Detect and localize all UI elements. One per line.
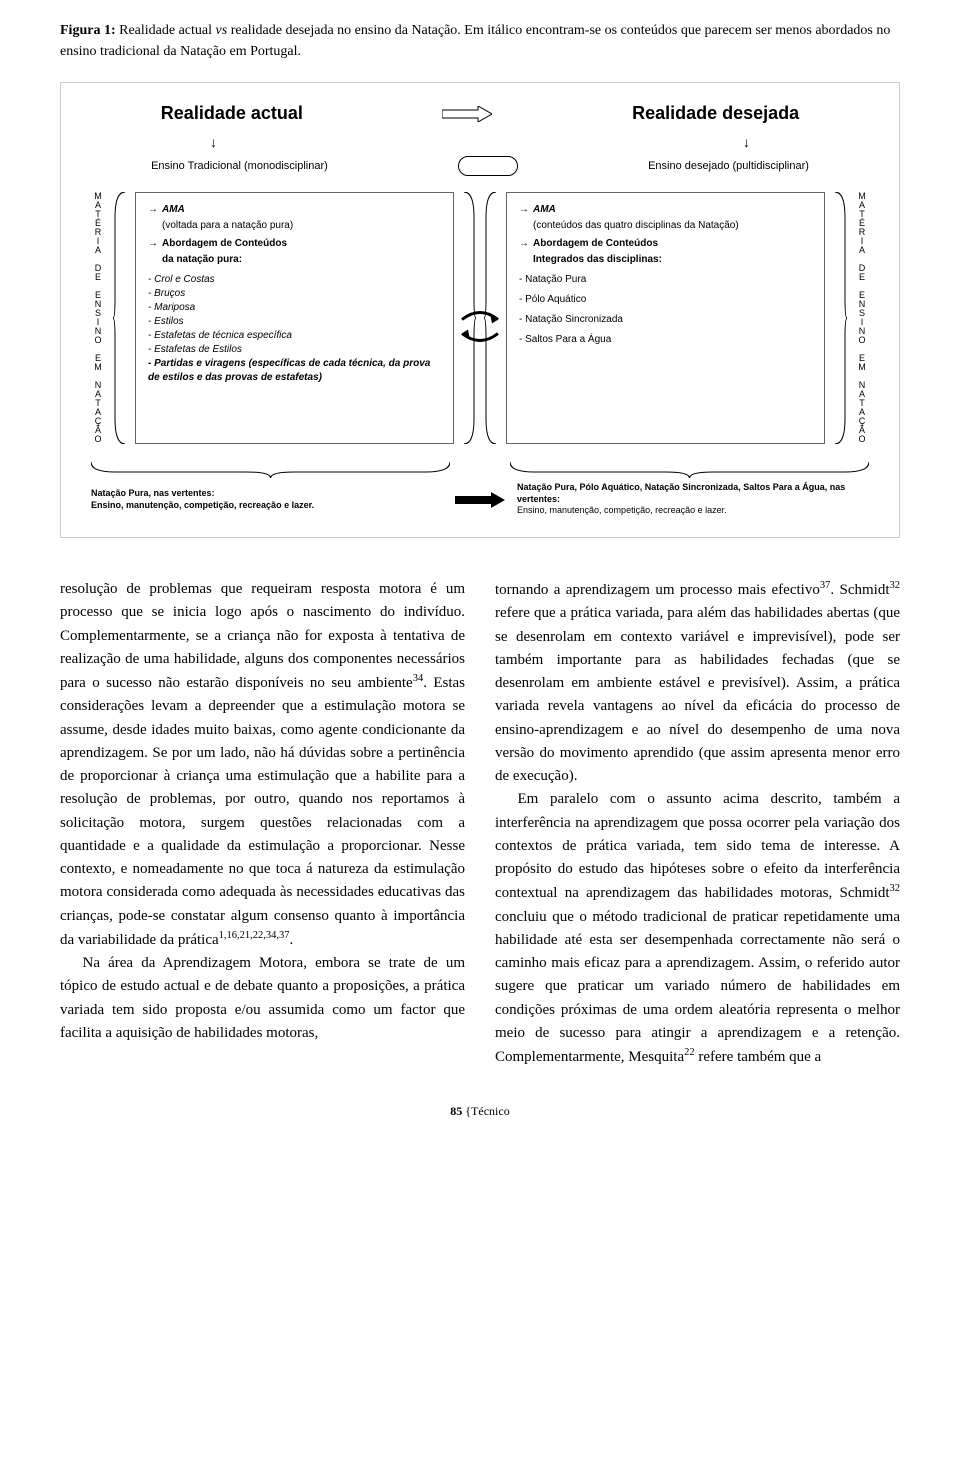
solid-arrow-icon <box>455 492 505 508</box>
hollow-arrow-icon <box>442 106 492 122</box>
figure-label: Figura 1: <box>60 23 116 38</box>
figure-caption: Figura 1: Realidade actual vs realidade … <box>60 20 900 62</box>
column-left: resolução de problemas que requeiram res… <box>60 578 465 1069</box>
right-content-box: →AMA (conteúdos das quatro disciplinas d… <box>506 192 825 444</box>
figure-diagram: Realidade actual Realidade desejada ↓ ↓ … <box>60 82 900 538</box>
sublabel-right: Ensino desejado (pultidisciplinar) <box>648 160 809 172</box>
down-arrow-icon: ↓ <box>210 134 217 150</box>
brace-left-open <box>113 192 127 444</box>
bottom-left-box: Natação Pura, nas vertentes: Ensino, man… <box>91 488 443 511</box>
brace-right-close <box>833 192 847 444</box>
title-left: Realidade actual <box>161 103 303 124</box>
vertical-label-left: MATÉRIA DE ENSINO EM NATAÇÃO <box>91 192 105 444</box>
connector-icon <box>458 156 518 176</box>
body-text: resolução de problemas que requeiram res… <box>60 578 900 1069</box>
page-footer: 85 {Técnico <box>60 1104 900 1119</box>
down-arrow-icon: ↓ <box>743 134 750 150</box>
hbrace-icon <box>91 460 450 478</box>
sublabel-left: Ensino Tradicional (monodisciplinar) <box>151 160 328 172</box>
vertical-label-right: MATÉRIA DE ENSINO EM NATAÇÃO <box>855 192 869 444</box>
column-right: tornando a aprendizagem um processo mais… <box>495 578 900 1069</box>
left-content-box: →AMA (voltada para a natação pura) →Abor… <box>135 192 454 444</box>
title-right: Realidade desejada <box>632 103 799 124</box>
bottom-right-box: Natação Pura, Pólo Aquático, Natação Sin… <box>517 482 869 517</box>
swap-arrow-icon <box>456 309 504 352</box>
hbrace-icon <box>510 460 869 478</box>
